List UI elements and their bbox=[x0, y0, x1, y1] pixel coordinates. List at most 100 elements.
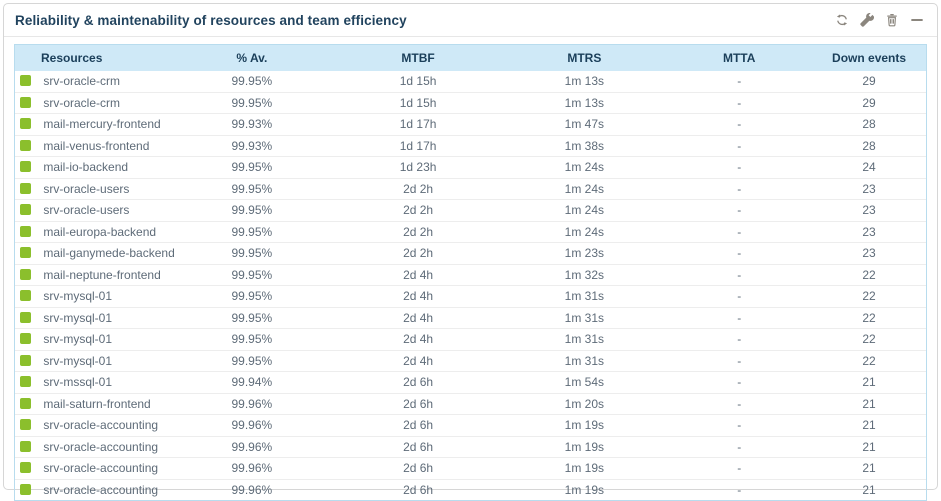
tools-button[interactable] bbox=[859, 12, 875, 28]
mtbf-cell: 2d 6h bbox=[334, 479, 503, 500]
column-header-resources: Resources bbox=[15, 45, 170, 71]
mtrs-cell: 1m 31s bbox=[502, 307, 666, 329]
resource-cell: mail-mercury-frontend bbox=[15, 114, 170, 136]
mtta-cell: - bbox=[666, 393, 812, 415]
resource-name: mail-mercury-frontend bbox=[43, 117, 160, 131]
resource-cell: mail-ganymede-backend bbox=[15, 243, 170, 265]
mtrs-cell: 1m 24s bbox=[502, 200, 666, 222]
mtrs-cell: 1m 24s bbox=[502, 178, 666, 200]
status-ok-icon bbox=[20, 312, 31, 323]
table-body: srv-oracle-crm 99.95% 1d 15h 1m 13s - 29… bbox=[15, 71, 926, 500]
mtrs-cell: 1m 31s bbox=[502, 329, 666, 351]
availability-cell: 99.95% bbox=[170, 200, 334, 222]
mtta-cell: - bbox=[666, 436, 812, 458]
status-ok-icon bbox=[20, 398, 31, 409]
mtbf-cell: 1d 23h bbox=[334, 157, 503, 179]
down-events-cell: 28 bbox=[812, 135, 926, 157]
table-row: srv-oracle-accounting 99.96% 2d 6h 1m 19… bbox=[15, 436, 926, 458]
mtrs-cell: 1m 24s bbox=[502, 157, 666, 179]
status-ok-icon bbox=[20, 140, 31, 151]
table-row: srv-oracle-crm 99.95% 1d 15h 1m 13s - 29 bbox=[15, 71, 926, 92]
mtta-cell: - bbox=[666, 221, 812, 243]
table-row: srv-oracle-users 99.95% 2d 2h 1m 24s - 2… bbox=[15, 178, 926, 200]
table-row: mail-neptune-frontend 99.95% 2d 4h 1m 32… bbox=[15, 264, 926, 286]
status-ok-icon bbox=[20, 462, 31, 473]
availability-cell: 99.96% bbox=[170, 458, 334, 480]
status-ok-icon bbox=[20, 376, 31, 387]
status-ok-icon bbox=[20, 97, 31, 108]
column-header-mtbf: MTBF bbox=[334, 45, 503, 71]
mtta-cell: - bbox=[666, 286, 812, 308]
availability-cell: 99.93% bbox=[170, 135, 334, 157]
resource-cell: srv-oracle-users bbox=[15, 200, 170, 222]
resource-cell: srv-oracle-accounting bbox=[15, 415, 170, 437]
mtbf-cell: 2d 6h bbox=[334, 458, 503, 480]
mtrs-cell: 1m 24s bbox=[502, 221, 666, 243]
status-ok-icon bbox=[20, 247, 31, 258]
table-row: mail-saturn-frontend 99.96% 2d 6h 1m 20s… bbox=[15, 393, 926, 415]
resource-name: srv-mysql-01 bbox=[43, 354, 112, 368]
delete-button[interactable] bbox=[884, 12, 900, 28]
panel-title-bar: Reliability & maintenability of resource… bbox=[4, 4, 937, 37]
down-events-cell: 21 bbox=[812, 436, 926, 458]
table-row: srv-mssql-01 99.94% 2d 6h 1m 54s - 21 bbox=[15, 372, 926, 394]
down-events-cell: 29 bbox=[812, 92, 926, 114]
column-header-availability: % Av. bbox=[170, 45, 334, 71]
resource-name: srv-oracle-crm bbox=[43, 96, 120, 110]
mtta-cell: - bbox=[666, 71, 812, 92]
status-ok-icon bbox=[20, 161, 31, 172]
table-row: srv-mysql-01 99.95% 2d 4h 1m 31s - 22 bbox=[15, 329, 926, 351]
resource-name: srv-mssql-01 bbox=[43, 375, 112, 389]
resource-cell: srv-oracle-accounting bbox=[15, 436, 170, 458]
availability-cell: 99.96% bbox=[170, 415, 334, 437]
availability-cell: 99.95% bbox=[170, 178, 334, 200]
resource-cell: srv-oracle-users bbox=[15, 178, 170, 200]
minimize-icon bbox=[910, 13, 924, 27]
table-row: mail-mercury-frontend 99.93% 1d 17h 1m 4… bbox=[15, 114, 926, 136]
down-events-cell: 23 bbox=[812, 221, 926, 243]
resource-name: mail-ganymede-backend bbox=[43, 246, 174, 260]
table-row: srv-oracle-users 99.95% 2d 2h 1m 24s - 2… bbox=[15, 200, 926, 222]
column-header-mtta: MTTA bbox=[666, 45, 812, 71]
down-events-cell: 22 bbox=[812, 329, 926, 351]
down-events-cell: 21 bbox=[812, 458, 926, 480]
resource-cell: srv-mysql-01 bbox=[15, 307, 170, 329]
resource-name: srv-oracle-users bbox=[43, 203, 129, 217]
mtrs-cell: 1m 38s bbox=[502, 135, 666, 157]
status-ok-icon bbox=[20, 355, 31, 366]
refresh-button[interactable] bbox=[834, 12, 850, 28]
mtbf-cell: 2d 4h bbox=[334, 286, 503, 308]
mtbf-cell: 2d 6h bbox=[334, 415, 503, 437]
down-events-cell: 23 bbox=[812, 243, 926, 265]
availability-cell: 99.95% bbox=[170, 243, 334, 265]
down-events-cell: 21 bbox=[812, 479, 926, 500]
status-ok-icon bbox=[20, 183, 31, 194]
status-ok-icon bbox=[20, 226, 31, 237]
mtbf-cell: 1d 15h bbox=[334, 92, 503, 114]
down-events-cell: 22 bbox=[812, 286, 926, 308]
mtbf-cell: 2d 2h bbox=[334, 200, 503, 222]
report-panel: Reliability & maintenability of resource… bbox=[3, 3, 938, 490]
mtta-cell: - bbox=[666, 178, 812, 200]
mtbf-cell: 2d 2h bbox=[334, 243, 503, 265]
availability-cell: 99.95% bbox=[170, 286, 334, 308]
resource-cell: mail-io-backend bbox=[15, 157, 170, 179]
panel-title: Reliability & maintenability of resource… bbox=[15, 13, 407, 28]
availability-cell: 99.95% bbox=[170, 92, 334, 114]
resource-cell: srv-mssql-01 bbox=[15, 372, 170, 394]
mtrs-cell: 1m 32s bbox=[502, 264, 666, 286]
availability-cell: 99.95% bbox=[170, 307, 334, 329]
availability-cell: 99.95% bbox=[170, 329, 334, 351]
availability-cell: 99.96% bbox=[170, 479, 334, 500]
mtbf-cell: 1d 17h bbox=[334, 114, 503, 136]
status-ok-icon bbox=[20, 204, 31, 215]
resource-cell: srv-mysql-01 bbox=[15, 350, 170, 372]
minimize-button[interactable] bbox=[909, 12, 925, 28]
resource-name: srv-oracle-crm bbox=[43, 74, 120, 88]
mtta-cell: - bbox=[666, 307, 812, 329]
down-events-cell: 23 bbox=[812, 200, 926, 222]
resource-cell: mail-europa-backend bbox=[15, 221, 170, 243]
availability-cell: 99.96% bbox=[170, 393, 334, 415]
mtta-cell: - bbox=[666, 114, 812, 136]
down-events-cell: 22 bbox=[812, 264, 926, 286]
